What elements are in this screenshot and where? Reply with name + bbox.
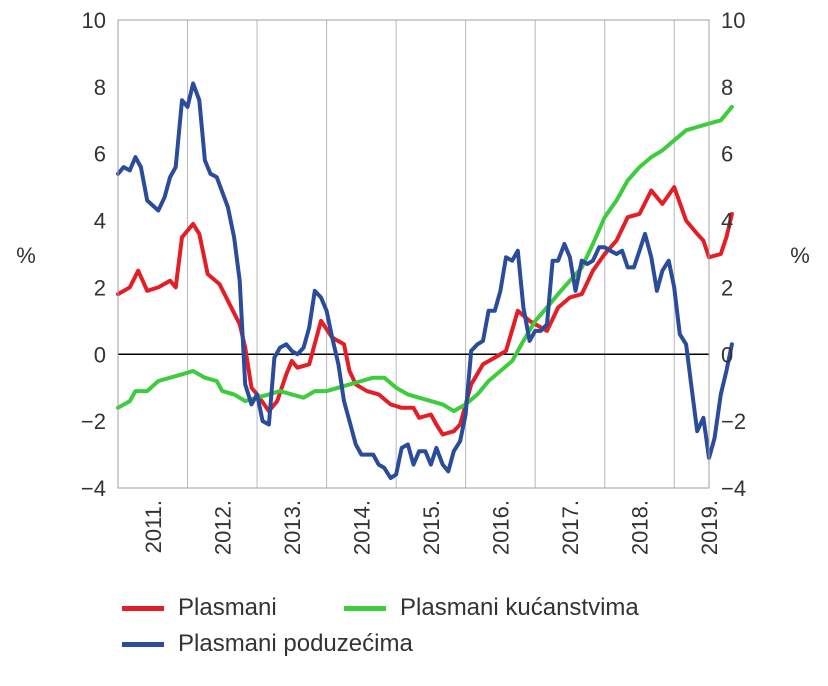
- grid-layer: [187, 20, 675, 488]
- legend-item-plasmani: Plasmani: [122, 594, 277, 622]
- x-tick-label: 2018.: [627, 500, 652, 555]
- y-tick-label-right: 0: [721, 342, 733, 367]
- y-axis-label-right: %: [790, 243, 810, 268]
- y-tick-label-right: 2: [721, 275, 733, 300]
- legend-label-plasmani-poduzecima: Plasmani poduzećima: [178, 630, 413, 657]
- legend-label-plasmani-kucanstvima: Plasmani kućanstvima: [400, 594, 639, 621]
- y-tick-label-right: 8: [721, 75, 733, 100]
- x-tick-label: 2011.: [141, 500, 166, 553]
- y-tick-label-left: −2: [81, 409, 106, 434]
- y-tick-label-left: 6: [94, 142, 106, 167]
- x-tick-label: 2015.: [419, 500, 444, 555]
- y-tick-label-right: 10: [721, 8, 745, 33]
- legend-item-plasmani-kucanstvima: Plasmani kućanstvima: [344, 594, 639, 622]
- x-tick-label: 2014.: [349, 500, 374, 555]
- legend-item-plasmani-poduzecima: Plasmani poduzećima: [122, 630, 413, 658]
- legend-swatch-plasmani-poduzecima: [122, 641, 164, 647]
- y-tick-label-left: −4: [81, 476, 106, 501]
- series-line-0: [116, 185, 734, 437]
- y-tick-label-right: 4: [721, 209, 733, 234]
- y-tick-label-right: −4: [721, 476, 746, 501]
- y-tick-label-right: 6: [721, 142, 733, 167]
- series-line-1: [116, 104, 734, 414]
- legend-label-plasmani: Plasmani: [178, 594, 277, 621]
- legend-swatch-plasmani-kucanstvima: [344, 605, 386, 611]
- series-line-2: [116, 81, 734, 480]
- y-axis-left: 10 8 6 4 2 0 −2 −4: [81, 8, 106, 501]
- x-tick-label: 2012.: [210, 500, 235, 555]
- y-tick-label-left: 0: [94, 342, 106, 367]
- x-tick-label: 2019.: [697, 500, 722, 555]
- legend-swatch-plasmani: [122, 605, 164, 611]
- x-tick-label: 2013.: [280, 500, 305, 555]
- y-axis-right: 10 8 6 4 2 0 −2 −4: [721, 8, 746, 501]
- y-tick-label-left: 4: [94, 209, 106, 234]
- y-axis-label-left: %: [16, 243, 36, 268]
- y-tick-label-right: −2: [721, 409, 746, 434]
- x-axis: 2011. 2012. 2013. 2014. 2015. 2016. 2017. 2018.…: [141, 500, 722, 555]
- x-tick-label: 2016.: [488, 500, 513, 555]
- series-layer: [116, 81, 734, 480]
- plot-frame: [117, 19, 710, 489]
- x-tick-label: 2017.: [558, 500, 583, 555]
- y-tick-label-left: 10: [82, 8, 106, 33]
- y-tick-label-left: 2: [94, 275, 106, 300]
- y-tick-label-left: 8: [94, 75, 106, 100]
